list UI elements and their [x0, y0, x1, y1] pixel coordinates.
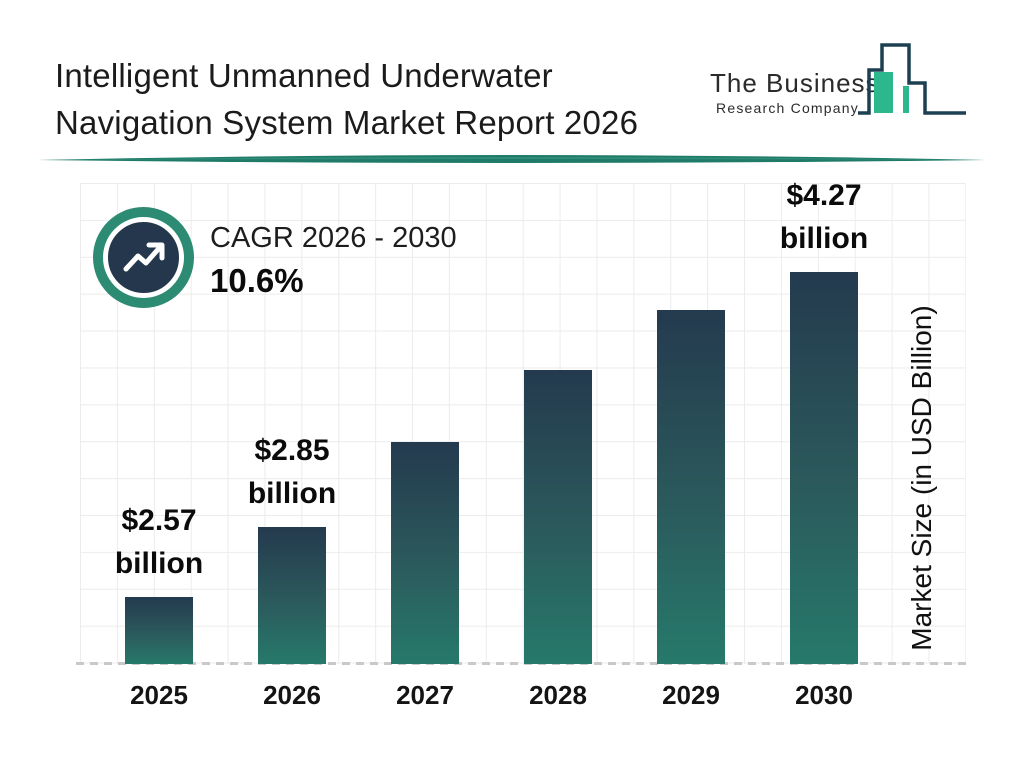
x-axis-baseline: [76, 662, 970, 665]
logo-bar-chart-icon: [858, 43, 966, 115]
x-axis-label-2027: 2027: [396, 680, 454, 710]
company-subname: Research Company: [716, 100, 859, 116]
y-axis-label: Market Size (in USD Billion): [906, 305, 937, 651]
page-title: Intelligent Unmanned Underwater Navigati…: [55, 52, 638, 146]
bar-value-label-2026: $2.85 billion: [247, 434, 337, 510]
x-axis-label-2028: 2028: [529, 680, 587, 710]
x-axis-label-2030: 2030: [795, 680, 853, 710]
cagr-label: CAGR 2026 - 2030: [210, 222, 457, 254]
bar-2030: [790, 272, 858, 664]
divider-line: [38, 155, 986, 163]
x-axis-label-2029: 2029: [662, 680, 720, 710]
page-title-line1: Intelligent Unmanned Underwater: [55, 57, 553, 94]
cagr-value: 10.6%: [210, 262, 304, 299]
bar-2026: [258, 527, 326, 664]
company-logo: The Business Research Company: [710, 40, 970, 130]
bar-2025: [125, 597, 193, 664]
cagr-badge: [103, 217, 184, 298]
bar-2027: [391, 442, 459, 664]
bar-value-label-2030: $4.27 billion: [779, 179, 869, 255]
x-axis-label-2026: 2026: [263, 680, 321, 710]
bar-2029: [657, 310, 725, 664]
bar-2028: [524, 370, 592, 664]
bar-value-label-2025: $2.57 billion: [114, 504, 204, 580]
chart-area: $2.57 billion 2025 $2.85 billion 2026 2027 2028…: [76, 179, 970, 710]
page-title-line2: Navigation System Market Report 2026: [55, 104, 639, 141]
company-logo-text: The Business Research Company: [710, 68, 880, 116]
trend-up-icon: [123, 242, 164, 271]
x-axis-label-2025: 2025: [130, 680, 188, 710]
company-name: The Business: [710, 68, 880, 98]
